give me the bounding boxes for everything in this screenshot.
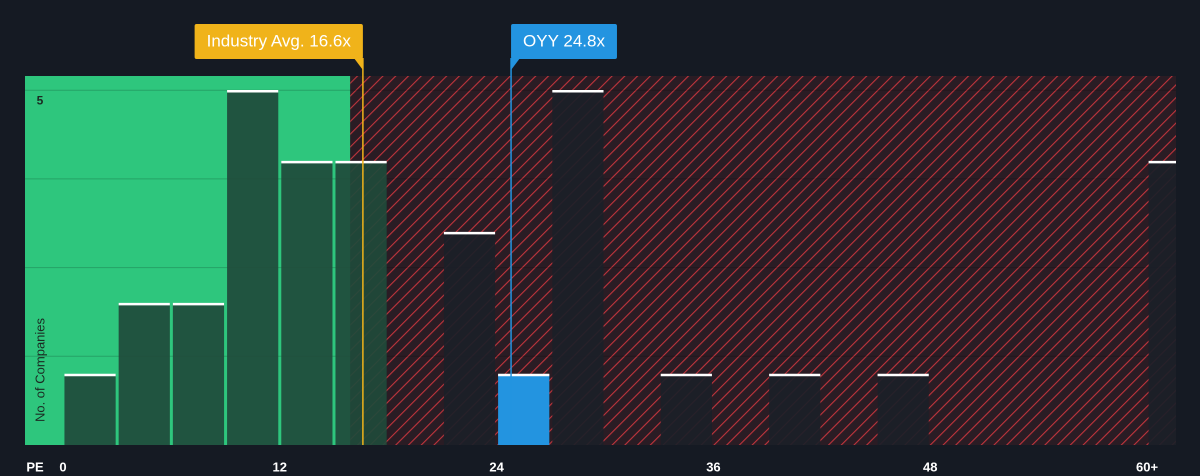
x-tick-label: 12 — [273, 459, 287, 474]
annotation-box — [511, 24, 617, 59]
x-tick-label: 0 — [59, 459, 66, 474]
bar — [660, 374, 712, 445]
x-tick-label: 48 — [923, 459, 937, 474]
bar — [172, 303, 225, 445]
bar-group — [769, 373, 821, 445]
bar-group — [335, 160, 387, 445]
x-tick-label: 60+ — [1136, 459, 1158, 474]
y-tick-label: 5 — [37, 93, 44, 107]
bar-group — [877, 373, 929, 445]
bar — [64, 374, 116, 445]
bar-group — [227, 89, 279, 445]
annotation-pointer — [511, 58, 521, 70]
bar — [335, 161, 387, 445]
annotation-label: OYY 24.8x — [523, 31, 605, 50]
x-axis-label: PE — [26, 459, 44, 474]
bar-group — [172, 302, 225, 445]
bar — [118, 303, 170, 445]
bar-group — [443, 231, 496, 445]
bar — [498, 374, 550, 445]
bar-group — [281, 160, 333, 445]
annotation-pointer — [353, 58, 363, 70]
bars — [64, 89, 1176, 445]
bar — [443, 232, 496, 445]
bar-group — [660, 373, 712, 445]
annotation-label: Industry Avg. 16.6x — [207, 31, 352, 50]
bar-group — [498, 373, 550, 445]
y-axis-label: No. of Companies — [32, 317, 47, 422]
annotation-box — [194, 24, 363, 59]
bar — [1148, 161, 1176, 445]
bar-group — [552, 89, 604, 445]
x-tick-label: 36 — [706, 459, 720, 474]
x-tick-label: 24 — [489, 459, 504, 474]
bar-group — [1148, 160, 1176, 445]
bar — [552, 90, 604, 445]
bar — [877, 374, 929, 445]
bar — [227, 90, 279, 445]
bar-group — [118, 302, 170, 445]
bar — [281, 161, 333, 445]
bar-group — [64, 373, 116, 445]
bar — [769, 374, 821, 445]
